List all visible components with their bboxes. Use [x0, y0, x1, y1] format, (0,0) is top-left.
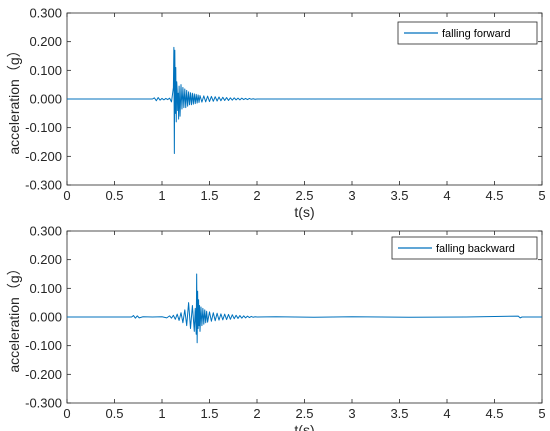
x-tick-label: 2 [253, 406, 260, 421]
legend-label: falling forward [442, 28, 510, 40]
y-tick-label: 0.000 [29, 92, 62, 107]
x-tick-label: 4.5 [485, 406, 503, 421]
y-tick-label: -0.300 [25, 396, 62, 411]
x-tick-label: 2 [253, 188, 260, 203]
x-tick-label: 0.5 [105, 188, 123, 203]
series-line-1-1 [67, 46, 542, 154]
legend: falling forward [397, 21, 538, 45]
y-tick-label: 0.100 [29, 281, 62, 296]
x-tick-label: 3 [348, 406, 355, 421]
legend-label: falling backward [436, 243, 515, 255]
y-tick-label: 0.300 [29, 224, 62, 239]
x-tick-label: 2.5 [295, 188, 313, 203]
y-tick-label: 0.200 [29, 252, 62, 267]
x-tick-label: 4.5 [485, 188, 503, 203]
y-tick-label: 0.300 [29, 6, 62, 21]
x-axis-label: t(s) [294, 204, 314, 220]
x-axis-label: t(s) [294, 422, 314, 431]
x-tick-label: 1.5 [200, 406, 218, 421]
x-tick-label: 0 [63, 188, 70, 203]
y-tick-label: 0.100 [29, 63, 62, 78]
x-tick-label: 1 [158, 188, 165, 203]
legend: falling backward [391, 236, 538, 260]
y-axis-label: acceleration（g） [6, 261, 22, 372]
y-tick-label: -0.300 [25, 178, 62, 193]
y-tick-label: -0.200 [25, 149, 62, 164]
x-tick-label: 5 [538, 406, 545, 421]
x-tick-label: 5 [538, 188, 545, 203]
y-tick-label: -0.100 [25, 338, 62, 353]
legend-box [391, 236, 538, 260]
x-tick-label: 2.5 [295, 406, 313, 421]
y-tick-label: 0.000 [29, 310, 62, 325]
chart-panel-1: 0 0.5 1 1.5 2 2.5 3 3.5 4 4.5 5 0.300 0.200 0.100 0.00… [6, 6, 546, 221]
x-tick-label: 3 [348, 188, 355, 203]
x-tick-label: 4 [443, 406, 450, 421]
x-tick-label: 0 [63, 406, 70, 421]
x-tick-label: 1.5 [200, 188, 218, 203]
series-line-2-1 [67, 273, 542, 344]
y-tick-label: -0.100 [25, 120, 62, 135]
y-tick-label: 0.200 [29, 34, 62, 49]
legend-box [397, 21, 538, 45]
x-tick-label: 0.5 [105, 406, 123, 421]
x-tick-label: 1 [158, 406, 165, 421]
y-axis-label: acceleration（g） [6, 43, 22, 154]
y-tick-label: -0.200 [25, 367, 62, 382]
x-tick-label: 3.5 [390, 188, 408, 203]
chart-panel-2: 0 0.5 1 1.5 2 2.5 3 3.5 4 4.5 5 0.300 0.200 0.100 0.00… [6, 224, 546, 431]
x-tick-label: 3.5 [390, 406, 408, 421]
x-tick-label: 4 [443, 188, 450, 203]
